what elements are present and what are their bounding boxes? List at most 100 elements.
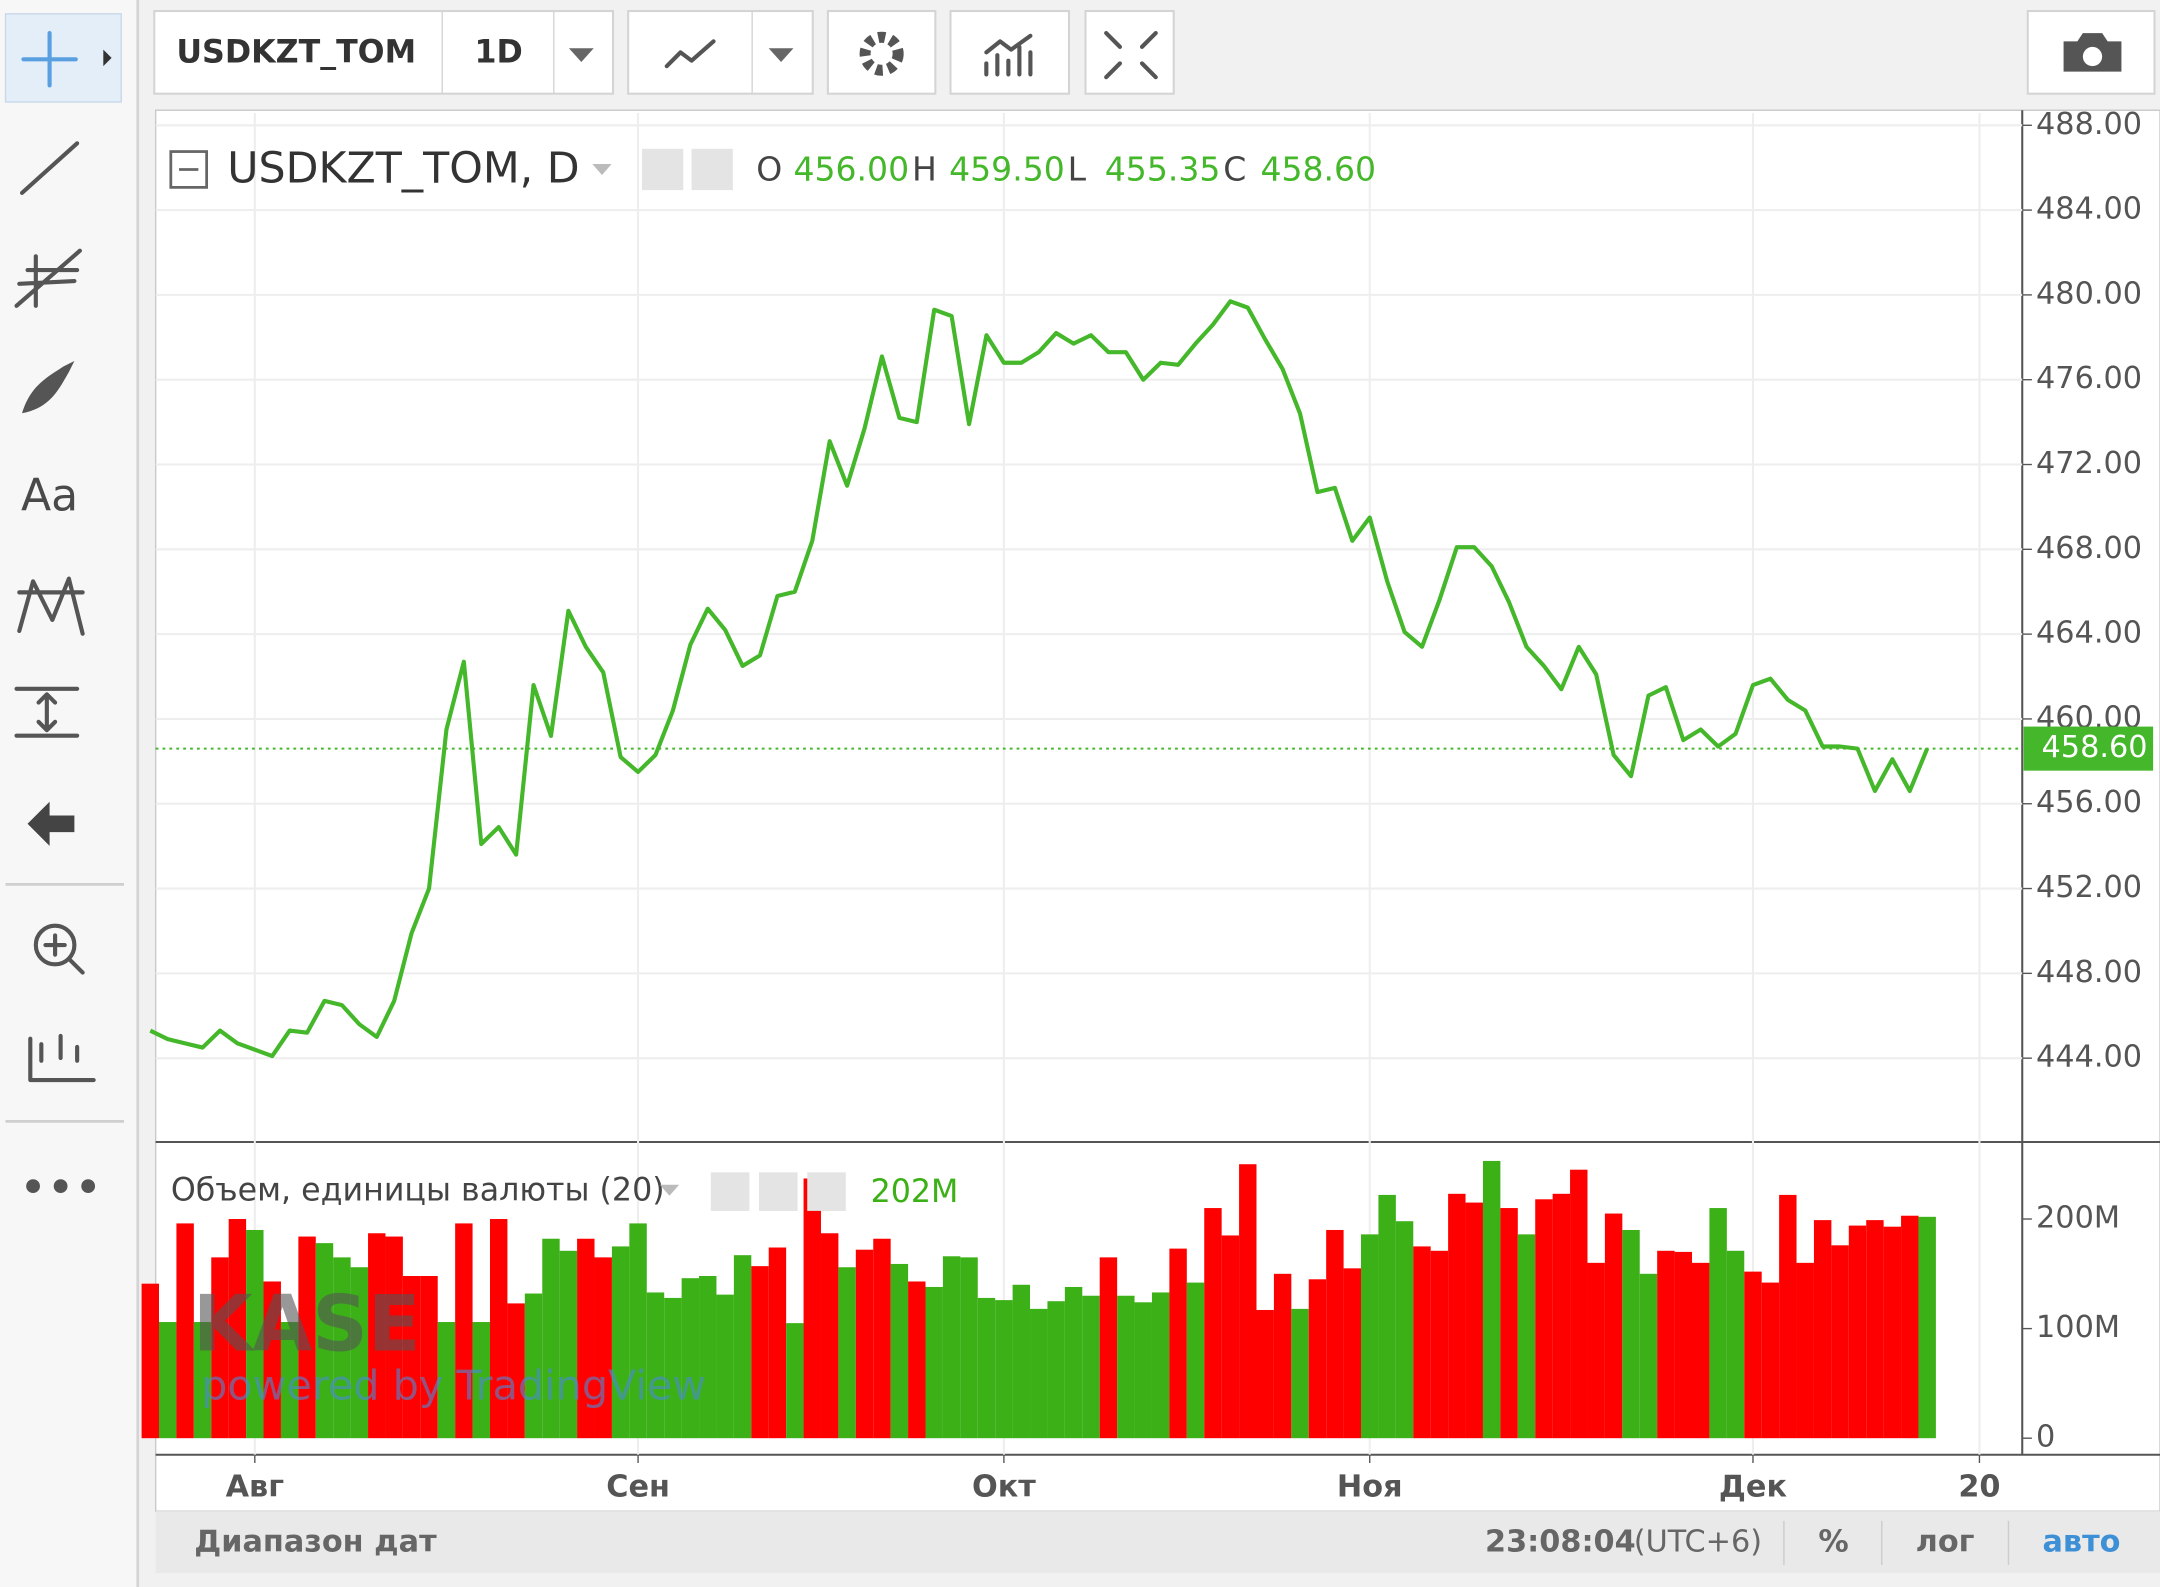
indicators-icon — [984, 33, 1033, 77]
crosshair-icon — [21, 31, 78, 88]
volume-bar — [1465, 1202, 1483, 1439]
date-range[interactable]: Диапазон дат — [194, 1524, 437, 1559]
interval-dropdown[interactable] — [568, 48, 594, 63]
volume-bar — [211, 1257, 229, 1439]
volume-bar — [1308, 1279, 1327, 1439]
more-tools[interactable] — [26, 1179, 96, 1193]
settings-button[interactable] — [826, 10, 937, 95]
volume-bar — [646, 1292, 665, 1439]
indicators-button[interactable] — [949, 10, 1071, 95]
volume-bar — [1204, 1208, 1222, 1439]
y-tick-label: 472.00 — [2036, 446, 2142, 481]
percent-toggle[interactable]: % — [1818, 1524, 1848, 1559]
interval[interactable]: 1D — [475, 35, 523, 71]
gear-icon — [859, 31, 904, 76]
volume-bar — [1169, 1248, 1187, 1439]
volume-bar — [1796, 1262, 1814, 1439]
scale-tool[interactable] — [28, 1033, 96, 1083]
y-tick-label: 484.00 — [2036, 192, 2142, 227]
volume-bar — [1448, 1193, 1466, 1439]
volume-bar — [1099, 1257, 1118, 1439]
ohlc-value: 458.60 — [1260, 149, 1376, 188]
symbol-box[interactable] — [153, 10, 615, 95]
trendline-tool[interactable] — [19, 141, 80, 195]
clock: 23:08:04 — [1485, 1524, 1636, 1559]
volume-remove[interactable] — [807, 1172, 846, 1211]
legend-dropdown[interactable] — [592, 163, 612, 175]
volume-bar — [1761, 1282, 1780, 1439]
volume-bar — [960, 1257, 978, 1439]
ohlc-legend: O 456.00 H 459.50 L 455.35 C 458.60 — [756, 149, 1376, 188]
symbol[interactable]: USDKZT_TOM — [176, 35, 416, 71]
volume-bar — [1117, 1295, 1135, 1439]
timezone[interactable]: (UTC+6) — [1634, 1524, 1762, 1559]
ohlc-name: C — [1223, 149, 1246, 188]
volume-bar — [1082, 1295, 1100, 1439]
y-tick-label: 476.00 — [2036, 361, 2142, 396]
volume-bar — [1883, 1226, 1902, 1439]
volume-bar — [1639, 1273, 1658, 1439]
measure-tool[interactable] — [14, 686, 80, 738]
style-dropdown[interactable] — [768, 48, 794, 63]
volume-bar — [1378, 1194, 1396, 1439]
volume-hide[interactable] — [710, 1172, 750, 1211]
volume-bar — [838, 1267, 856, 1439]
volume-dropdown[interactable] — [659, 1184, 680, 1196]
volume-bar — [1604, 1213, 1623, 1439]
text-tool[interactable]: Aa — [21, 471, 78, 522]
volume-bar — [489, 1219, 508, 1439]
zoom-tool[interactable] — [33, 923, 77, 967]
brush-tool[interactable] — [22, 360, 75, 414]
left-toolbar — [0, 0, 138, 1587]
fullscreen-button[interactable] — [1084, 10, 1175, 95]
x-tick-label: Сен — [606, 1469, 670, 1504]
back-tool[interactable] — [27, 801, 75, 846]
camera-lens — [2082, 46, 2103, 67]
legend-title: USDKZT_TOM, D — [227, 143, 579, 193]
ohlc-name: O — [756, 149, 782, 188]
pitchfork-tool[interactable] — [14, 248, 82, 308]
y-tick-label: 444.00 — [2036, 1040, 2142, 1075]
volume-settings[interactable] — [759, 1172, 798, 1211]
auto-toggle[interactable]: авто — [2042, 1524, 2120, 1559]
volume-bar — [629, 1223, 647, 1439]
y-tick-label: 452.00 — [2036, 870, 2142, 905]
log-toggle[interactable]: лог — [1916, 1524, 1975, 1559]
volume-bar — [1134, 1302, 1152, 1439]
volume-bar — [1482, 1160, 1501, 1439]
settings-button[interactable] — [691, 148, 733, 191]
volume-bar — [315, 1243, 334, 1439]
volume-bar — [1535, 1199, 1553, 1439]
pattern-tool[interactable] — [17, 576, 85, 636]
y-tick-label: 488.00 — [2036, 107, 2142, 142]
x-tick-label: Авг — [226, 1469, 285, 1504]
volume-bar — [1709, 1208, 1727, 1439]
volume-bar — [768, 1247, 787, 1439]
price-layer: 458.60 — [149, 299, 2154, 1059]
y-tick-label: 468.00 — [2036, 531, 2142, 566]
expand-arrow[interactable] — [103, 49, 112, 67]
volume-bar — [1361, 1234, 1379, 1439]
volume-bar — [1047, 1301, 1065, 1439]
volume-bar — [1395, 1221, 1414, 1439]
volume-bar — [1848, 1225, 1867, 1439]
volume-bar — [1413, 1246, 1431, 1439]
status-bar — [155, 1511, 2160, 1574]
hide-button[interactable] — [641, 148, 684, 191]
volume-bar — [1430, 1250, 1449, 1439]
grid: 444.00448.00452.00456.00460.00464.00468.… — [155, 107, 2142, 1504]
volume-bar — [1587, 1262, 1605, 1439]
volume-bar — [664, 1297, 682, 1439]
ohlc-value: 459.50 — [949, 149, 1065, 188]
volume-bar — [1831, 1245, 1849, 1439]
volume-bar — [908, 1281, 926, 1439]
volume-bar — [1500, 1208, 1518, 1439]
last-price-tag — [2023, 726, 2154, 771]
ohlc-value: 455.35 — [1105, 149, 1221, 188]
watermark: KASE powered by TradingView — [193, 1279, 706, 1409]
volume-bar — [141, 1283, 160, 1439]
volume-bar — [542, 1238, 560, 1439]
volume-bar — [1726, 1250, 1745, 1439]
volume-bar — [350, 1267, 369, 1439]
volume-bar — [820, 1233, 839, 1439]
